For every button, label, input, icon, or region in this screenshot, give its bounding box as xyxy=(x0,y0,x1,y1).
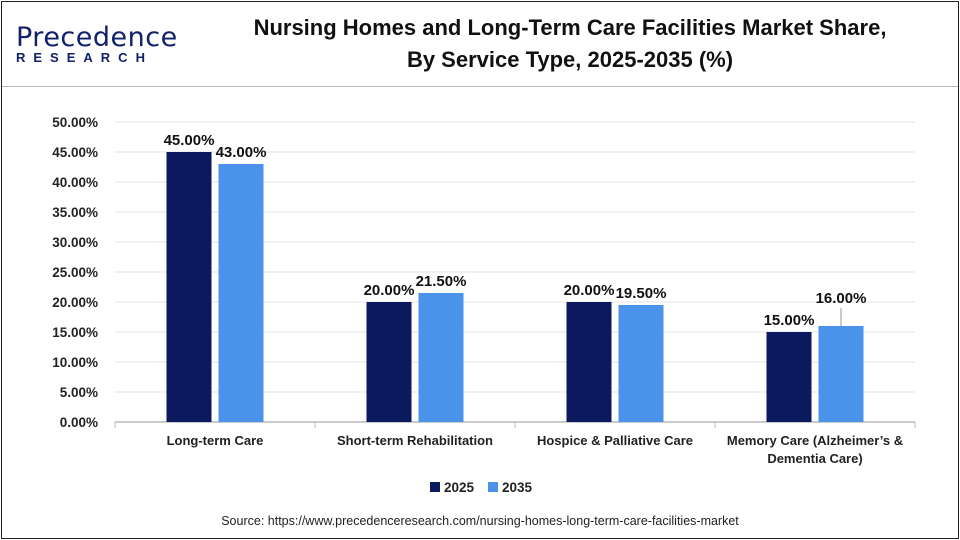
data-label: 20.00% xyxy=(364,282,415,299)
y-tick-label: 20.00% xyxy=(52,295,98,310)
bar-2035 xyxy=(618,305,664,422)
title-line-1: Nursing Homes and Long-Term Care Facilit… xyxy=(253,15,887,40)
x-tick-label: Short-term Rehabilitation xyxy=(337,433,493,448)
bar-2035 xyxy=(218,164,264,422)
data-label: 20.00% xyxy=(564,282,615,299)
data-label: 15.00% xyxy=(764,312,815,329)
logo: Precedence RESEARCH xyxy=(16,22,178,65)
y-tick-label: 50.00% xyxy=(52,115,98,130)
title-line-2: By Service Type, 2025-2035 (%) xyxy=(406,47,734,72)
header-divider xyxy=(2,86,958,87)
y-tick-label: 5.00% xyxy=(60,385,98,400)
legend-label: 2035 xyxy=(502,480,533,495)
y-tick-label: 25.00% xyxy=(52,265,98,280)
data-label: 43.00% xyxy=(216,144,267,161)
logo-text: Precedence xyxy=(16,22,178,53)
y-tick-label: 45.00% xyxy=(52,145,98,160)
y-tick-label: 15.00% xyxy=(52,325,98,340)
legend-swatch-2035 xyxy=(488,482,498,492)
x-tick-label: Hospice & Palliative Care xyxy=(537,433,693,448)
y-tick-label: 35.00% xyxy=(52,205,98,220)
bar-2025 xyxy=(166,152,212,422)
bar-2025 xyxy=(366,302,412,422)
bar-2035 xyxy=(818,326,864,422)
x-tick-label: Long-term Care xyxy=(167,433,264,448)
bar-2025 xyxy=(766,332,812,422)
data-label: 19.50% xyxy=(616,285,667,302)
x-tick-label: Memory Care (Alzheimer’s & xyxy=(727,433,903,448)
legend-label: 2025 xyxy=(444,480,475,495)
bar-2035 xyxy=(418,293,464,422)
x-tick-label: Dementia Care) xyxy=(767,451,862,466)
y-tick-label: 40.00% xyxy=(52,175,98,190)
bar-2025 xyxy=(566,302,612,422)
data-label: 45.00% xyxy=(164,132,215,149)
data-label: 16.00% xyxy=(816,290,867,307)
y-tick-label: 10.00% xyxy=(52,355,98,370)
chart-title: Nursing Homes and Long-Term Care Facilit… xyxy=(190,12,950,76)
logo-subtext: RESEARCH xyxy=(16,50,153,65)
legend-swatch-2025 xyxy=(430,482,440,492)
y-tick-label: 0.00% xyxy=(60,415,98,430)
data-label: 21.50% xyxy=(416,273,467,290)
y-tick-label: 30.00% xyxy=(52,235,98,250)
source-text: Source: https://www.precedenceresearch.c… xyxy=(221,514,739,528)
